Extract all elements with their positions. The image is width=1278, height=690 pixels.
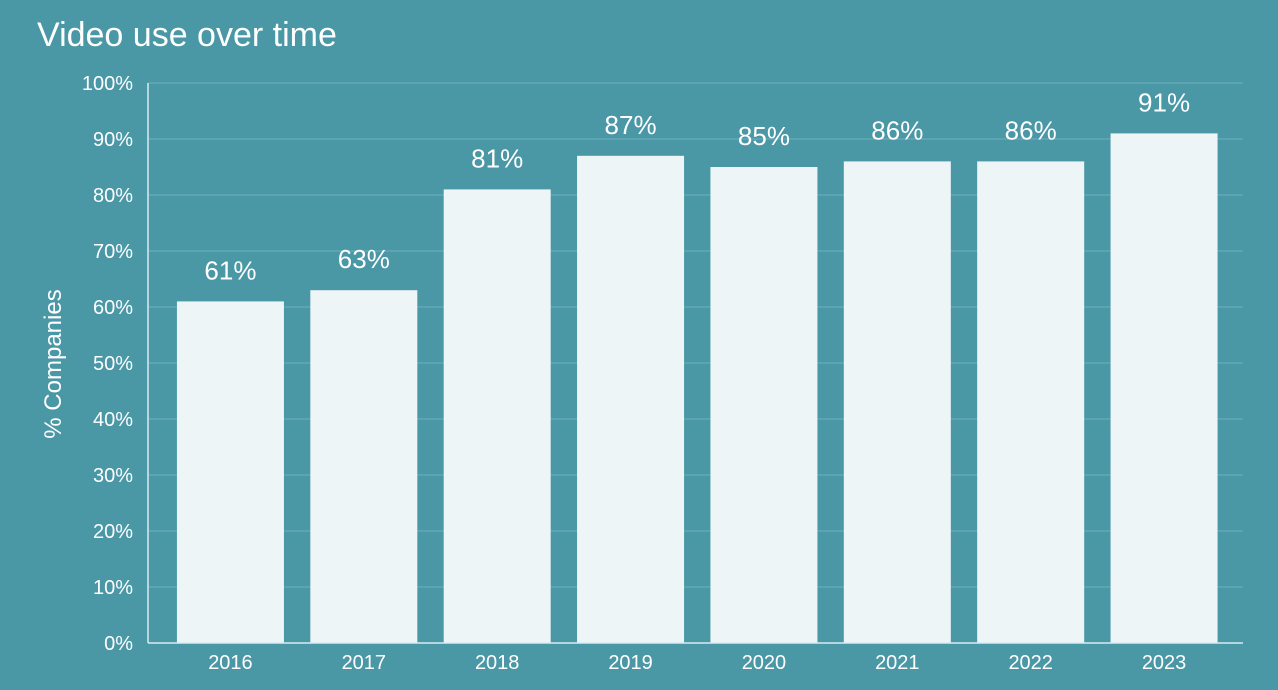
y-tick-label: 10%	[93, 577, 133, 599]
y-tick-label: 0%	[104, 633, 133, 655]
data-label: 86%	[871, 115, 923, 145]
bar-2020	[710, 167, 818, 643]
data-label: 91%	[1138, 87, 1190, 117]
x-tick-label: 2019	[608, 652, 653, 674]
y-tick-label: 50%	[93, 353, 133, 375]
bar-2018	[443, 189, 551, 643]
data-label: 81%	[471, 143, 523, 173]
y-tick-label: 40%	[93, 409, 133, 431]
y-tick-label: 70%	[93, 241, 133, 263]
x-tick-label: 2018	[475, 652, 520, 674]
x-tick-labels: 2016 2017 2018 2019 2020 2021 2022 2023	[208, 652, 1186, 674]
y-tick-label: 60%	[93, 297, 133, 319]
y-tick-label: 80%	[93, 185, 133, 207]
data-label: 61%	[204, 255, 256, 285]
x-tick-label: 2021	[875, 652, 920, 674]
bar-2017	[310, 290, 418, 643]
y-tick-label: 90%	[93, 129, 133, 151]
x-tick-label: 2017	[342, 652, 387, 674]
bar-2016	[176, 301, 284, 643]
data-label: 85%	[738, 121, 790, 151]
x-tick-label: 2020	[742, 652, 787, 674]
y-tick-label: 20%	[93, 521, 133, 543]
bar-2023	[1110, 133, 1218, 643]
y-tick-label: 30%	[93, 465, 133, 487]
data-labels: 61% 63% 81% 87% 85% 86% 86% 91%	[204, 87, 1190, 285]
x-tick-label: 2023	[1142, 652, 1187, 674]
y-tick-label: 100%	[82, 73, 133, 95]
data-label: 63%	[338, 244, 390, 274]
data-label: 86%	[1005, 115, 1057, 145]
x-tick-label: 2016	[208, 652, 253, 674]
chart-title: Video use over time	[37, 16, 337, 54]
bar-2019	[577, 155, 685, 644]
axes	[147, 83, 1243, 644]
y-axis-title: % Companies	[40, 289, 67, 438]
bar-2021	[843, 161, 951, 643]
bar-2022	[977, 161, 1085, 643]
y-tick-labels: 0% 10% 20% 30% 40% 50% 60% 70% 80% 90% 100%	[82, 73, 133, 655]
data-label: 87%	[605, 110, 657, 140]
x-tick-label: 2022	[1008, 652, 1053, 674]
bars	[176, 133, 1218, 644]
